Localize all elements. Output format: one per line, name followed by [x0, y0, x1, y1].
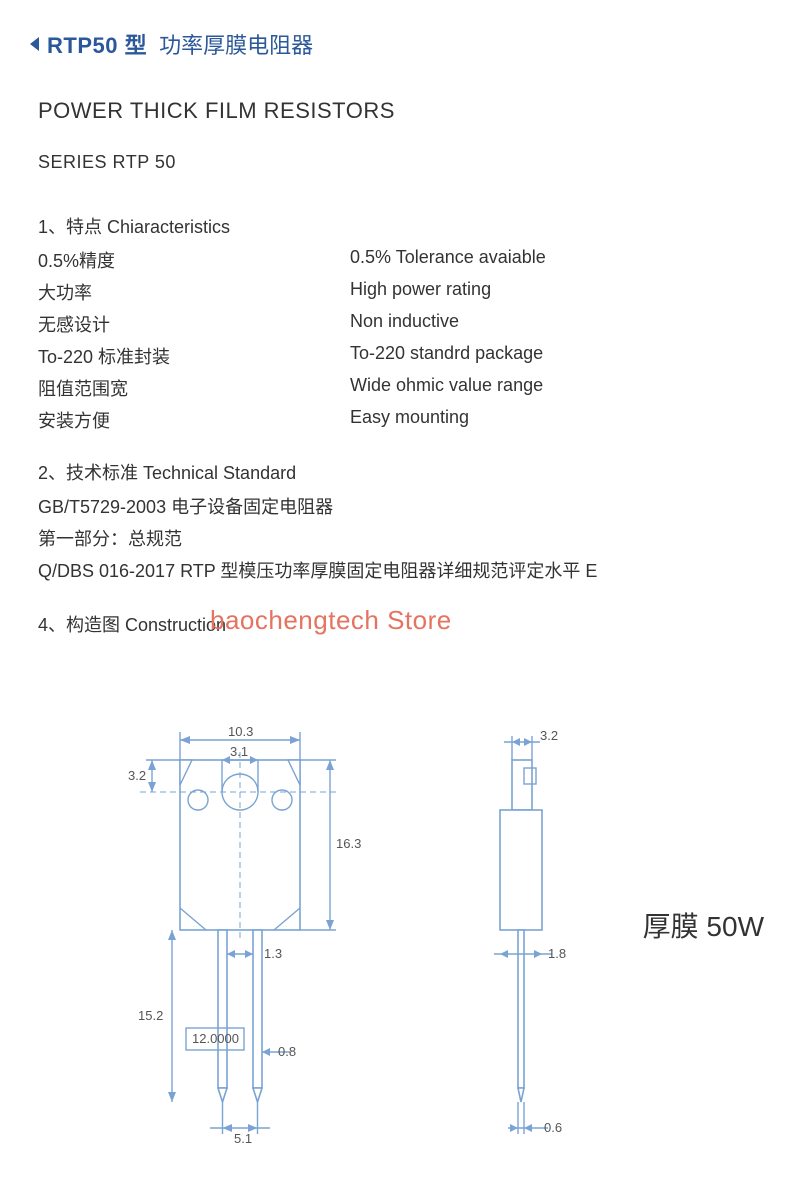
characteristic-cn: 安装方便: [38, 407, 350, 433]
title-english: POWER THICK FILM RESISTORS: [38, 98, 770, 124]
dim-3-2b: 3.2: [540, 728, 558, 743]
characteristic-cn: 0.5%精度: [38, 247, 350, 273]
dim-3-1: 3.1: [230, 744, 248, 759]
characteristic-row: 大功率High power rating: [38, 279, 770, 305]
section2-heading: 2、技术标准 Technical Standard: [38, 459, 770, 485]
label-50w: 厚膜 50W: [643, 905, 764, 945]
dim-1-8: 1.8: [548, 946, 566, 961]
characteristic-cn: 阻值范围宽: [38, 375, 350, 401]
section1-heading: 1、特点 Chiaracteristics: [38, 213, 770, 239]
characteristic-row: 0.5%精度0.5% Tolerance avaiable: [38, 247, 770, 273]
characteristic-cn: 无感设计: [38, 311, 350, 337]
characteristics-list: 0.5%精度0.5% Tolerance avaiable大功率High pow…: [30, 247, 770, 433]
triangle-bullet-icon: [30, 37, 39, 51]
characteristic-cn: To-220 标准封装: [38, 343, 350, 369]
characteristic-en: 0.5% Tolerance avaiable: [350, 247, 546, 273]
dim-0-8: 0.8: [278, 1044, 296, 1059]
dim-1-3: 1.3: [264, 946, 282, 961]
dim-5-1: 5.1: [234, 1131, 252, 1146]
characteristic-cn: 大功率: [38, 279, 350, 305]
standard-line: 第一部分：总规范: [38, 525, 770, 551]
dim-15-2: 15.2: [138, 1008, 163, 1023]
standard-line: Q/DBS 016-2017 RTP 型模压功率厚膜固定电阻器详细规范评定水平 …: [38, 557, 770, 583]
characteristic-en: Easy mounting: [350, 407, 469, 433]
technical-standard-list: GB/T5729-2003 电子设备固定电阻器第一部分：总规范 Q/DBS 016…: [30, 493, 770, 583]
characteristic-en: High power rating: [350, 279, 491, 305]
dim-16-3: 16.3: [336, 836, 361, 851]
dim-0-6: 0.6: [544, 1120, 562, 1135]
characteristic-row: 无感设计Non inductive: [38, 311, 770, 337]
characteristic-en: Non inductive: [350, 311, 459, 337]
characteristic-en: To-220 standrd package: [350, 343, 543, 369]
characteristic-row: 安装方便Easy mounting: [38, 407, 770, 433]
dim-12-0: 12.0000: [192, 1031, 239, 1046]
standard-line: GB/T5729-2003 电子设备固定电阻器: [38, 493, 770, 519]
characteristic-row: 阻值范围宽Wide ohmic value range: [38, 375, 770, 401]
series-label: SERIES RTP 50: [38, 152, 770, 173]
characteristic-row: To-220 标准封装To-220 standrd package: [38, 343, 770, 369]
model-desc: 功率厚膜电阻器: [159, 28, 313, 60]
dim-3-2a: 3.2: [128, 768, 146, 783]
model-name: RTP50 型: [47, 28, 147, 60]
section4-heading: 4、构造图 Construction: [38, 611, 770, 637]
characteristic-en: Wide ohmic value range: [350, 375, 543, 401]
dim-10-3: 10.3: [228, 724, 253, 739]
document-header: RTP50 型 功率厚膜电阻器: [30, 28, 770, 60]
